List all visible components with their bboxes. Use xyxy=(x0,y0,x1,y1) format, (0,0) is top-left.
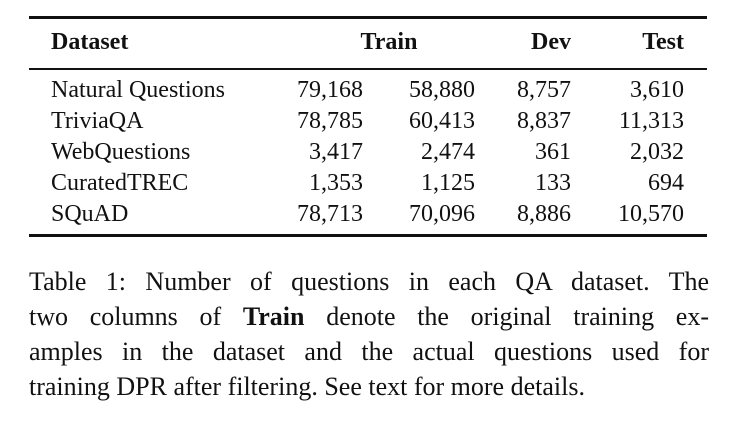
table-row-dev: 361 xyxy=(535,139,571,165)
header-dataset: Dataset xyxy=(51,29,129,55)
table-row-dataset: Natural Questions xyxy=(51,77,225,103)
caption-text: denote the original training ex- xyxy=(304,302,709,331)
table-caption: Table 1: Number of questions in each QA … xyxy=(29,264,709,404)
table-row-test: 3,610 xyxy=(630,77,684,103)
table-row-dataset: SQuAD xyxy=(51,201,129,227)
table-row-dataset: WebQuestions xyxy=(51,139,191,165)
table-row-train-filtered: 70,096 xyxy=(409,201,475,227)
caption-line: two columns of Train denote the original… xyxy=(29,299,709,334)
table-row-dev: 8,837 xyxy=(517,108,571,134)
table-row-train-original: 79,168 xyxy=(297,77,363,103)
table-top-rule xyxy=(29,16,707,19)
table-row-dev: 8,886 xyxy=(517,201,571,227)
header-dev: Dev xyxy=(531,29,571,55)
table-row-test: 11,313 xyxy=(618,108,684,134)
caption-line: Table 1: Number of questions in each QA … xyxy=(29,267,709,296)
table-row-test: 10,570 xyxy=(618,201,684,227)
table-row-train-filtered: 2,474 xyxy=(421,139,475,165)
table-row-dataset: CuratedTREC xyxy=(51,170,189,196)
header-train: Train xyxy=(360,29,418,55)
caption-line: training DPR after filtering. See text f… xyxy=(29,372,585,401)
table-header-rule xyxy=(29,68,707,70)
table-row-train-filtered: 60,413 xyxy=(409,108,475,134)
caption-text: two columns of xyxy=(29,302,243,331)
table-row-train-original: 1,353 xyxy=(309,170,363,196)
header-test: Test xyxy=(642,29,684,55)
table-row-train-original: 3,417 xyxy=(309,139,363,165)
table-row-dataset: TriviaQA xyxy=(51,108,144,134)
caption-line: amples in the dataset and the actual que… xyxy=(29,337,709,366)
table-row-dev: 8,757 xyxy=(517,77,571,103)
table-row-dev: 133 xyxy=(535,170,571,196)
table-row-train-filtered: 58,880 xyxy=(409,77,475,103)
table-row-train-original: 78,785 xyxy=(297,108,363,134)
table-row-test: 694 xyxy=(648,170,684,196)
table-bottom-rule xyxy=(29,234,707,237)
table-row-train-original: 78,713 xyxy=(297,201,363,227)
caption-train-emphasis: Train xyxy=(242,302,305,331)
table-row-test: 2,032 xyxy=(630,139,684,165)
table-row-train-filtered: 1,125 xyxy=(421,170,475,196)
